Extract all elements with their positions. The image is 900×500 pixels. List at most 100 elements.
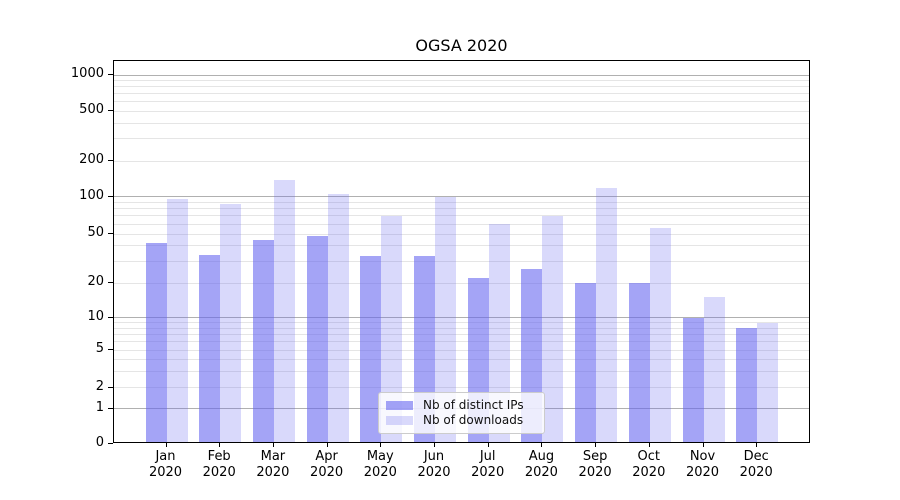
gridline-minor xyxy=(114,93,809,95)
x-tickmark xyxy=(219,443,221,447)
gridline-major xyxy=(114,74,809,76)
y-tick-label: 50 xyxy=(87,225,104,240)
y-tickmark xyxy=(108,74,113,75)
x-tickmark xyxy=(541,443,543,447)
bar-downloads-jun xyxy=(435,196,456,442)
bar-downloads-mar xyxy=(273,180,295,442)
x-tickmark xyxy=(487,443,489,447)
x-tickmark xyxy=(380,443,382,447)
gridline-minor xyxy=(114,79,809,81)
gridline-minor xyxy=(114,387,809,389)
gridline-minor xyxy=(114,333,809,335)
bar-distinct-ips-may xyxy=(360,256,382,442)
x-tick-label: Jan 2020 xyxy=(148,449,183,480)
legend-swatch-downloads xyxy=(386,416,413,425)
gridline-minor xyxy=(114,138,809,140)
bar-distinct-ips-oct xyxy=(628,283,650,442)
x-tickmark xyxy=(702,443,704,447)
x-tick-label: Dec 2020 xyxy=(739,449,773,480)
x-tickmark xyxy=(165,443,167,447)
gridline-minor xyxy=(114,233,809,235)
bar-downloads-dec xyxy=(757,322,779,442)
x-tick-label: Nov 2020 xyxy=(685,449,720,480)
bar-downloads-sep xyxy=(596,188,618,442)
x-tickmark xyxy=(648,443,650,447)
y-tick-label: 2 xyxy=(95,378,104,394)
bar-distinct-ips-dec xyxy=(736,328,758,442)
legend-entry-downloads: Nb of downloads xyxy=(386,413,536,428)
bar-downloads-aug xyxy=(542,215,564,442)
legend-swatch-distinct-ips xyxy=(386,401,413,410)
gridline-minor xyxy=(114,201,809,203)
bar-downloads-may xyxy=(381,215,403,442)
x-tickmark xyxy=(326,443,328,447)
y-tick-label: 1000 xyxy=(70,66,104,81)
x-tick-label: Aug 2020 xyxy=(524,449,558,480)
gridline-minor xyxy=(114,160,809,162)
gridline-minor xyxy=(114,322,809,324)
plot-area xyxy=(113,60,810,443)
y-tick-label: 5 xyxy=(95,341,104,356)
bar-downloads-feb xyxy=(220,204,242,442)
x-tickmark xyxy=(756,443,758,447)
gridline-minor xyxy=(114,370,809,372)
y-tickmark xyxy=(108,349,113,350)
gridline-minor xyxy=(114,223,809,225)
y-tick-label: 200 xyxy=(79,152,104,167)
y-tick-label: 0 xyxy=(95,435,104,450)
bar-distinct-ips-sep xyxy=(575,283,597,442)
y-tickmark xyxy=(108,233,113,234)
y-tickmark xyxy=(108,282,113,283)
x-tick-label: Oct 2020 xyxy=(632,449,666,480)
x-tick-label: Jun 2020 xyxy=(417,449,451,480)
x-tick-label: Apr 2020 xyxy=(310,449,344,480)
bar-downloads-jan xyxy=(166,199,188,442)
gridline-minor xyxy=(114,110,809,112)
bar-distinct-ips-apr xyxy=(306,236,328,442)
x-tickmark xyxy=(272,443,274,447)
y-tickmark xyxy=(108,160,113,161)
y-tick-label: 100 xyxy=(79,187,104,203)
y-tickmark xyxy=(108,195,113,197)
y-tick-label: 500 xyxy=(79,102,104,117)
gridline-minor xyxy=(114,208,809,210)
gridline-minor xyxy=(114,86,809,88)
gridline-minor xyxy=(114,349,809,351)
gridline-minor xyxy=(114,327,809,329)
y-tickmark xyxy=(108,316,113,318)
x-tick-label: Sep 2020 xyxy=(578,449,612,480)
x-tick-label: Mar 2020 xyxy=(256,449,290,480)
gridline-minor xyxy=(114,101,809,103)
x-tick-label: Feb 2020 xyxy=(202,449,236,480)
gridline-minor xyxy=(114,215,809,217)
y-tick-label: 20 xyxy=(87,274,104,289)
y-tickmark xyxy=(108,407,113,409)
gridline-major xyxy=(114,196,809,197)
y-tickmark xyxy=(108,386,113,388)
bar-downloads-jul xyxy=(488,224,510,442)
y-tickmark xyxy=(108,110,113,111)
legend: Nb of distinct IPs Nb of downloads xyxy=(378,392,545,434)
chart-title: OGSA 2020 xyxy=(415,36,508,55)
bar-distinct-ips-feb xyxy=(199,254,221,442)
legend-entry-distinct-ips: Nb of distinct IPs xyxy=(386,398,536,413)
gridline-minor xyxy=(114,341,809,342)
gridline-minor xyxy=(114,245,809,247)
y-tickmark xyxy=(108,443,113,444)
gridline-minor xyxy=(114,260,809,262)
x-tick-label: May 2020 xyxy=(363,449,397,480)
x-tick-label: Jul 2020 xyxy=(471,449,505,480)
bar-distinct-ips-mar xyxy=(252,239,274,442)
bar-downloads-nov xyxy=(703,297,725,442)
bar-downloads-apr xyxy=(327,194,349,442)
legend-label-distinct-ips: Nb of distinct IPs xyxy=(423,398,524,412)
bar-distinct-ips-nov xyxy=(682,317,704,442)
gridline-major xyxy=(114,317,809,319)
gridline-minor xyxy=(114,282,809,284)
gridline-minor xyxy=(114,122,809,124)
y-tick-label: 10 xyxy=(87,308,104,324)
bar-downloads-oct xyxy=(649,227,671,442)
x-tickmark xyxy=(595,443,597,447)
legend-label-downloads: Nb of downloads xyxy=(423,413,524,427)
